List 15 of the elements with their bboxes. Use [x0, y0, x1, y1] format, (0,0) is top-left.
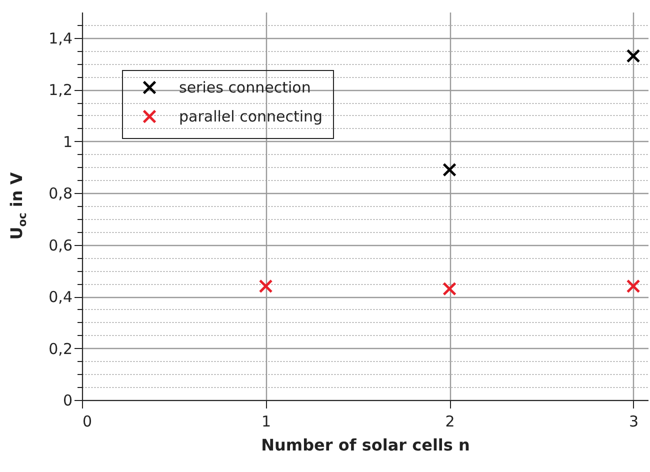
y-tick-label: 1,4 — [48, 29, 72, 48]
y-tick-label: 0 — [62, 392, 72, 410]
y-tick-label: 0,6 — [48, 236, 72, 254]
y-tick-label: 0,8 — [48, 184, 72, 203]
legend-label: parallel connecting — [179, 108, 323, 126]
y-tick-label: 0,2 — [48, 340, 72, 358]
x-tick-label: 1 — [261, 412, 272, 430]
y-tick-label: 0,4 — [48, 288, 72, 306]
x-tick-label: 2 — [445, 412, 455, 430]
y-tick-label: 1 — [62, 132, 72, 151]
x-tick-label: 3 — [629, 412, 639, 430]
legend-label: series connection — [179, 78, 311, 96]
x-axis-title: Number of solar cells n — [261, 436, 470, 454]
x-tick-label: 0 — [82, 412, 92, 430]
y-tick-label: 1,2 — [48, 81, 72, 100]
